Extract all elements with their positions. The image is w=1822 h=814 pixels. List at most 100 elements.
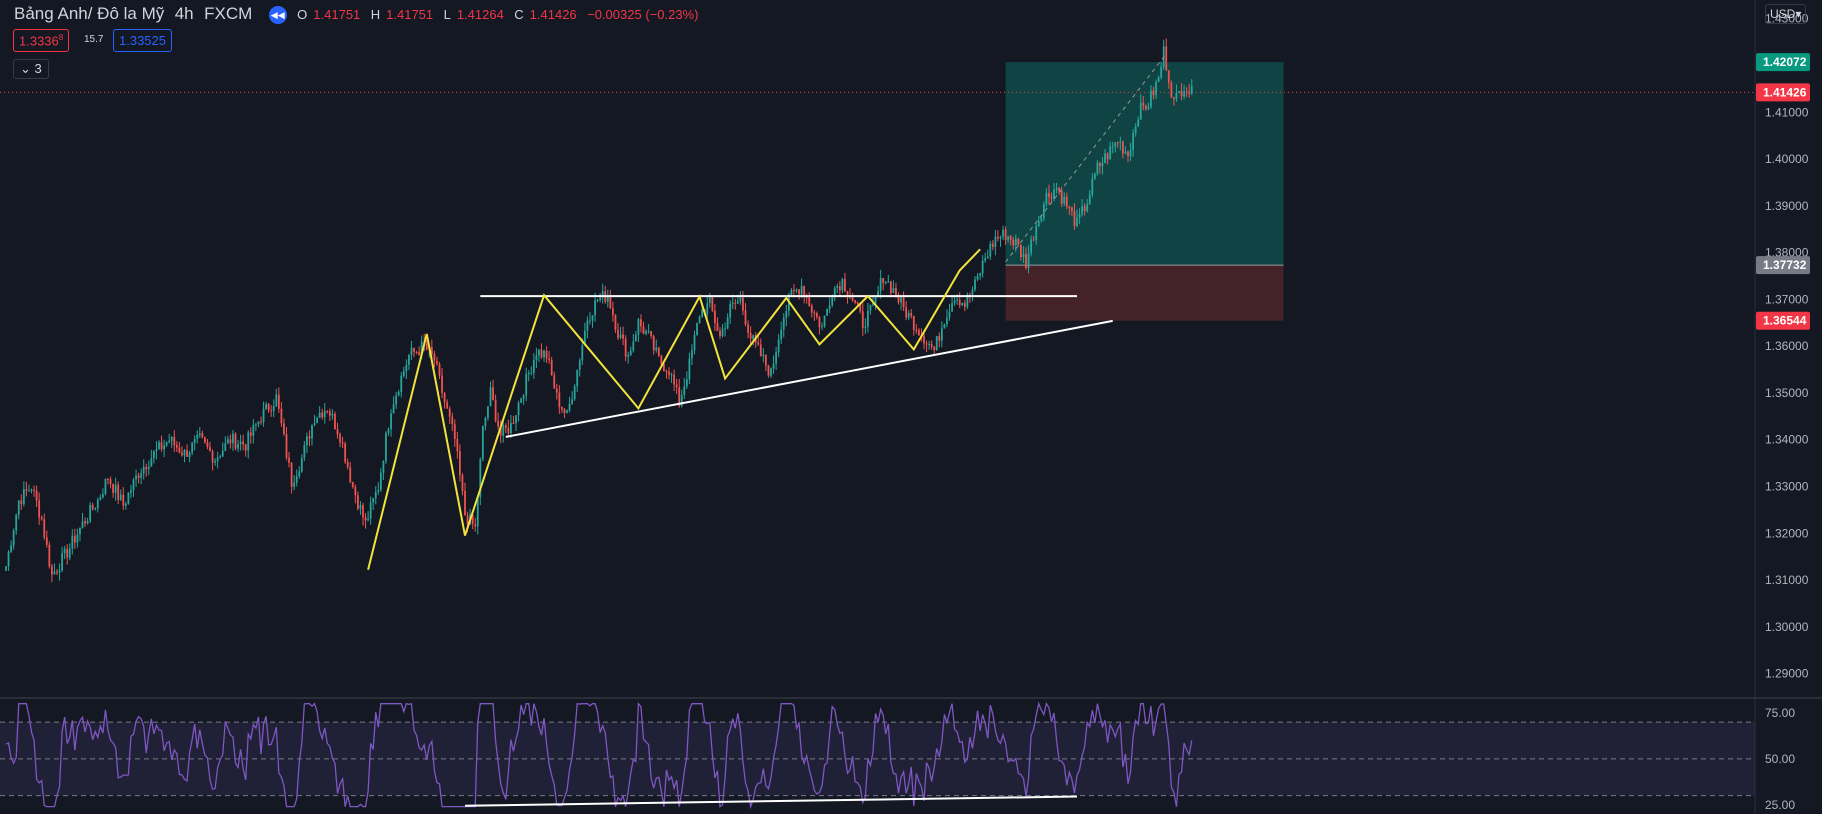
candle-body: [961, 303, 964, 306]
candle-body: [568, 403, 571, 411]
candle-body: [232, 433, 234, 444]
candle-body: [408, 354, 410, 365]
candle-body: [53, 571, 56, 575]
support-line: [505, 319, 1113, 438]
candle-body: [1086, 204, 1089, 212]
candle-body: [991, 243, 994, 247]
candle-body: [173, 436, 176, 446]
candle-body: [453, 424, 456, 440]
candle-body: [818, 317, 821, 328]
candle-body: [1160, 67, 1163, 78]
candle-body: [270, 410, 273, 412]
indicators-toggle[interactable]: ⌄ 3: [13, 59, 49, 79]
candle-body: [487, 406, 489, 418]
candle-body: [874, 296, 877, 304]
candle-body: [897, 296, 900, 303]
candle-body: [38, 500, 41, 518]
replay-icon[interactable]: ◀◀: [268, 5, 287, 24]
chart-legend: Bảng Anh/ Đô la Mỹ 4h FXCM ◀◀ O 1.41751 H…: [14, 4, 704, 24]
candle-body: [999, 236, 1002, 239]
candle-body: [530, 372, 533, 374]
candle-body: [573, 386, 576, 400]
candle-body: [331, 413, 334, 416]
candle-body: [474, 524, 477, 527]
candle-body: [86, 521, 89, 524]
candle-body: [12, 530, 15, 546]
candle-body: [1129, 149, 1132, 157]
sell-button[interactable]: 1.33368: [13, 29, 70, 53]
candle-body: [889, 281, 892, 294]
candle-body: [1116, 142, 1119, 144]
price-tick-label: 1.43000: [1765, 12, 1809, 26]
candle-body: [249, 432, 252, 436]
candle-body: [413, 347, 415, 352]
candle-body: [1012, 239, 1015, 246]
candle-body: [1071, 207, 1073, 212]
candle-body: [640, 319, 642, 327]
candle-body: [935, 336, 938, 351]
price-tick-label: 1.41000: [1765, 105, 1809, 119]
candle-body: [1139, 102, 1142, 120]
price-tick-label: 1.38000: [1765, 246, 1809, 260]
candle-body: [918, 330, 920, 336]
candle-body: [813, 312, 816, 314]
candle-body: [634, 334, 637, 342]
price-tick-label: 1.37000: [1765, 292, 1809, 306]
rsi-line: [5, 701, 1193, 810]
candle-body: [257, 421, 260, 425]
candle-body: [854, 300, 857, 303]
candle-body: [163, 445, 165, 450]
currency-chevron-icon: ▾: [1795, 7, 1802, 21]
candle-body: [698, 316, 701, 324]
candle-body: [1150, 90, 1152, 107]
zigzag-pattern: [367, 248, 981, 571]
candle-body: [680, 395, 683, 406]
candle-body: [328, 411, 331, 416]
candle-body: [45, 537, 48, 545]
candle-body: [714, 310, 716, 323]
candle-body: [255, 424, 257, 426]
candle-body: [691, 350, 693, 359]
candle-body: [553, 375, 556, 389]
candle-body: [622, 334, 624, 339]
buy-button[interactable]: 1.33525: [113, 29, 172, 52]
candle-body: [1127, 151, 1129, 157]
candle-body: [994, 236, 997, 247]
candle-body: [280, 408, 283, 424]
candle-body: [752, 335, 755, 339]
candle-body: [188, 452, 191, 457]
candle-body: [104, 478, 107, 495]
candle-body: [1053, 189, 1055, 199]
candle-body: [30, 489, 33, 491]
candle-body: [1002, 229, 1004, 237]
candle-body: [731, 302, 734, 304]
currency-selector[interactable]: USD▾: [1765, 4, 1807, 24]
interval-label[interactable]: 4h: [174, 4, 194, 23]
candle-body: [632, 341, 635, 351]
candle-body: [390, 413, 392, 430]
candle-body: [114, 484, 117, 493]
projection-line: [1005, 53, 1167, 263]
candle-body: [430, 347, 433, 355]
candle-body: [441, 375, 443, 394]
symbol-name[interactable]: Bảng Anh/ Đô la Mỹ: [14, 4, 165, 23]
candle-body: [716, 322, 719, 332]
price-tick-label: 1.39000: [1765, 199, 1809, 213]
candle-body: [688, 358, 691, 380]
low-label: L: [443, 7, 451, 22]
candle-body: [336, 429, 339, 435]
candle-body: [956, 299, 959, 301]
candle-body: [655, 347, 658, 351]
candle-body: [1060, 191, 1063, 204]
candle-body: [673, 374, 675, 385]
candle-body: [140, 473, 143, 478]
candle-body: [887, 281, 890, 283]
candle-body: [846, 291, 849, 297]
candle-body: [1114, 142, 1117, 147]
candle-body: [984, 257, 987, 261]
candle-body: [1155, 82, 1157, 96]
candle-body: [765, 354, 767, 366]
candle-body: [1101, 163, 1104, 167]
